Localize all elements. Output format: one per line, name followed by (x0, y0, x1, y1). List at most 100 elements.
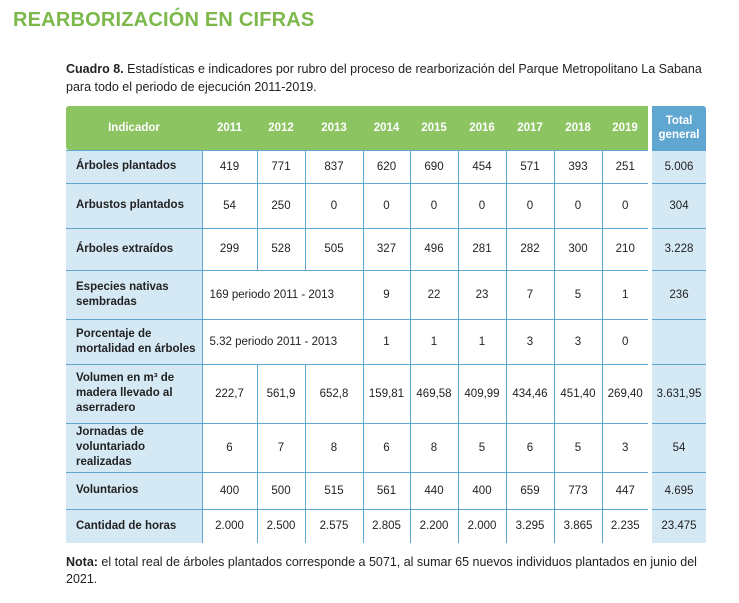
value-cell: 3.865 (553, 508, 602, 543)
value-cell: 561 (362, 471, 410, 509)
value-cell: 2.000 (201, 508, 257, 543)
table-caption: Cuadro 8. Estadísticas e indicadores por… (66, 60, 716, 96)
row-label: Árboles plantados (66, 149, 202, 183)
row-label: Cantidad de horas (66, 508, 202, 543)
total-cell: 4.695 (650, 471, 706, 509)
row-label: Jornadas de voluntariado realizadas (66, 422, 202, 472)
value-cell: 400 (201, 471, 257, 509)
value-cell: 299 (201, 227, 257, 270)
value-cell: 3 (553, 318, 602, 364)
value-cell: 0 (362, 182, 410, 228)
header-year: 2018 (554, 106, 602, 150)
value-cell: 690 (409, 149, 458, 183)
value-cell: 659 (505, 471, 554, 509)
value-cell: 500 (256, 471, 305, 509)
total-cell: 3.228 (650, 227, 706, 270)
total-cell: 5.006 (650, 149, 706, 183)
table-header-row: Indicador 2011 2012 2013 2014 2015 2016 2017 201… (66, 106, 706, 150)
value-cell: 409,99 (457, 363, 506, 423)
value-cell: 7 (505, 269, 554, 319)
caption-text: Estadísticas e indicadores por rubro del… (66, 62, 702, 94)
total-cell: 304 (650, 182, 706, 228)
header-year: 2016 (458, 106, 506, 150)
value-cell: 419 (201, 149, 257, 183)
value-cell: 2.805 (362, 508, 410, 543)
value-cell: 3 (601, 422, 652, 472)
value-cell: 3 (505, 318, 554, 364)
note-text: el total real de árboles plantados corre… (66, 555, 697, 586)
value-cell: 1 (362, 318, 410, 364)
table-row: Voluntarios 400 500 515 561 440 400 659 773 447 4.… (66, 471, 706, 509)
value-cell: 0 (409, 182, 458, 228)
value-cell: 454 (457, 149, 506, 183)
header-year: 2014 (363, 106, 410, 150)
value-cell: 505 (304, 227, 363, 270)
value-cell: 451,40 (553, 363, 602, 423)
value-cell: 8 (304, 422, 363, 472)
header-year: 2017 (506, 106, 554, 150)
value-cell: 773 (553, 471, 602, 509)
value-cell: 652,8 (304, 363, 363, 423)
value-cell: 837 (304, 149, 363, 183)
value-cell: 251 (601, 149, 652, 183)
value-cell: 1 (601, 269, 652, 319)
table-row: Jornadas de voluntariado realizadas 6 7 8 6 8… (66, 422, 706, 472)
value-cell: 54 (201, 182, 257, 228)
total-cell (650, 318, 706, 364)
row-label: Árboles extraídos (66, 227, 202, 270)
value-cell: 2.575 (304, 508, 363, 543)
value-cell: 5 (553, 422, 602, 472)
total-cell: 23.475 (650, 508, 706, 543)
header-year: 2015 (410, 106, 458, 150)
total-cell: 3.631,95 (650, 363, 706, 423)
value-cell: 269,40 (601, 363, 652, 423)
value-cell: 327 (362, 227, 410, 270)
value-cell: 222,7 (201, 363, 257, 423)
header-indicador: Indicador (66, 106, 202, 150)
value-cell: 400 (457, 471, 506, 509)
value-cell: 159,81 (362, 363, 410, 423)
value-cell: 771 (256, 149, 305, 183)
table-row: Cantidad de horas 2.000 2.500 2.575 2.805 2.2… (66, 508, 706, 543)
value-cell: 2.000 (457, 508, 506, 543)
value-cell: 0 (601, 318, 652, 364)
value-cell: 281 (457, 227, 506, 270)
table-row: Volumen en m³ de madera llevado al aserr… (66, 363, 706, 423)
value-cell: 1 (457, 318, 506, 364)
value-cell: 5 (457, 422, 506, 472)
value-cell: 0 (553, 182, 602, 228)
table-row: Porcentaje de mortalidad en árboles 5.32 … (66, 318, 706, 364)
row-label: Volumen en m³ de madera llevado al aserr… (66, 363, 202, 423)
section-title: REARBORIZACIÓN EN CIFRAS (13, 9, 315, 31)
header-year: 2019 (602, 106, 652, 150)
value-cell: 23 (457, 269, 506, 319)
value-cell: 515 (304, 471, 363, 509)
value-cell: 250 (256, 182, 305, 228)
value-cell: 2.200 (409, 508, 458, 543)
value-cell: 393 (553, 149, 602, 183)
row-label: Voluntarios (66, 471, 202, 509)
header-year: 2012 (257, 106, 305, 150)
table-row: Árboles extraídos 299 528 505 327 496 281 282 30… (66, 227, 706, 270)
table-note: Nota: el total real de árboles plantados… (66, 554, 716, 588)
value-cell: 0 (304, 182, 363, 228)
table-row: Arbustos plantados 54 250 0 0 0 0 0 0 0 304 (66, 182, 706, 228)
value-cell: 620 (362, 149, 410, 183)
value-cell: 2.235 (601, 508, 652, 543)
value-cell: 6 (201, 422, 257, 472)
value-cell: 9 (362, 269, 410, 319)
value-cell: 561,9 (256, 363, 305, 423)
row-label: Especies nativas sembradas (66, 269, 202, 319)
value-cell: 0 (505, 182, 554, 228)
value-cell: 7 (256, 422, 305, 472)
value-cell: 469,58 (409, 363, 458, 423)
header-year: 2011 (202, 106, 257, 150)
merged-period-cell: 5.32 periodo 2011 - 2013 (201, 318, 363, 364)
note-label: Nota: (66, 555, 98, 569)
value-cell: 300 (553, 227, 602, 270)
header-total: Total general (650, 106, 706, 150)
row-label: Arbustos plantados (66, 182, 202, 228)
value-cell: 0 (457, 182, 506, 228)
table-row: Árboles plantados 419 771 837 620 690 454 571 39… (66, 149, 706, 183)
value-cell: 496 (409, 227, 458, 270)
